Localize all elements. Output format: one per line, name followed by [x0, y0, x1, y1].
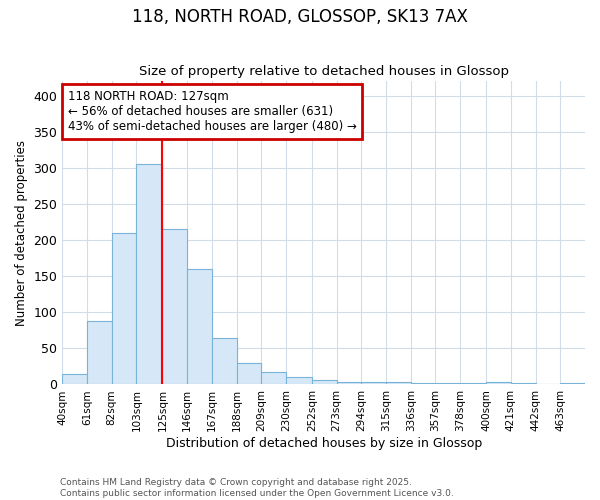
- Bar: [361, 382, 386, 384]
- Bar: [236, 363, 261, 384]
- Bar: [286, 377, 312, 384]
- Bar: [212, 338, 236, 384]
- Bar: [87, 321, 112, 384]
- Bar: [112, 233, 136, 384]
- Bar: [187, 269, 212, 384]
- Bar: [312, 380, 337, 384]
- Y-axis label: Number of detached properties: Number of detached properties: [15, 140, 28, 326]
- Bar: [560, 383, 585, 384]
- Bar: [386, 382, 411, 384]
- Bar: [436, 383, 460, 384]
- Bar: [511, 383, 536, 384]
- Bar: [163, 229, 187, 384]
- Bar: [62, 374, 87, 384]
- Bar: [411, 383, 436, 384]
- Bar: [460, 383, 486, 384]
- Text: Contains HM Land Registry data © Crown copyright and database right 2025.
Contai: Contains HM Land Registry data © Crown c…: [60, 478, 454, 498]
- Bar: [136, 164, 163, 384]
- Bar: [486, 382, 511, 384]
- Text: 118, NORTH ROAD, GLOSSOP, SK13 7AX: 118, NORTH ROAD, GLOSSOP, SK13 7AX: [132, 8, 468, 26]
- Bar: [261, 372, 286, 384]
- Text: 118 NORTH ROAD: 127sqm
← 56% of detached houses are smaller (631)
43% of semi-de: 118 NORTH ROAD: 127sqm ← 56% of detached…: [68, 90, 356, 133]
- Title: Size of property relative to detached houses in Glossop: Size of property relative to detached ho…: [139, 66, 509, 78]
- X-axis label: Distribution of detached houses by size in Glossop: Distribution of detached houses by size …: [166, 437, 482, 450]
- Bar: [337, 382, 361, 384]
